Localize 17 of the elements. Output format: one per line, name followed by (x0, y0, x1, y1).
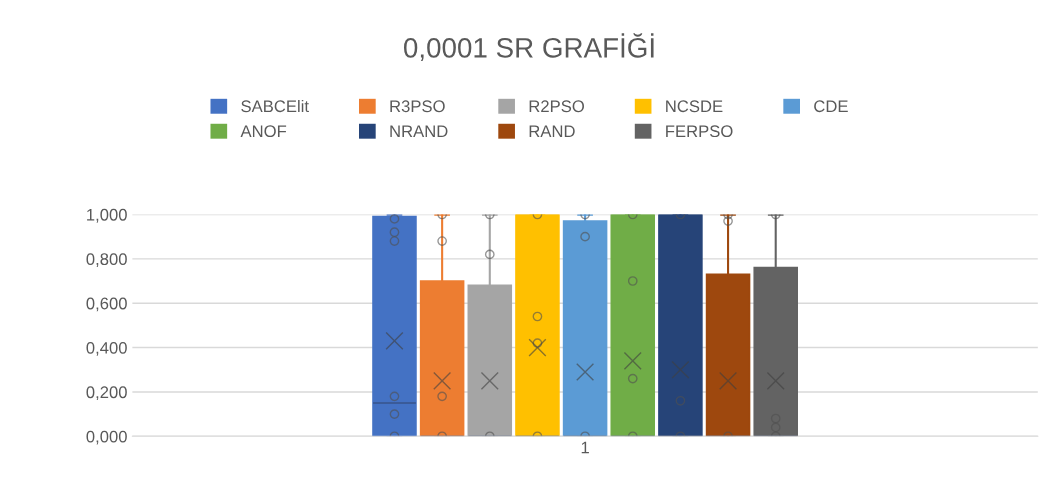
legend-label: NCSDE (666, 100, 723, 113)
legend-label: NRAND (390, 125, 448, 137)
x-tick-label: 1 (581, 441, 589, 454)
legend-label: FERPSO (666, 125, 733, 138)
y-tick-label: 0,400 (86, 341, 127, 356)
y-tick-label: 0,000 (86, 430, 127, 445)
y-tick-label: 0,200 (86, 386, 127, 401)
y-tick-label: 1,000 (87, 208, 127, 223)
y-tick-label: 0,800 (86, 253, 127, 267)
legend-label: R2PSO (529, 100, 584, 113)
legend-label: SABCElit (241, 99, 309, 113)
legend-label: R3PSO (390, 100, 445, 113)
y-tick-label: 0,600 (86, 297, 127, 312)
chart-title: 0,0001 SR GRAFİĞİ (404, 33, 654, 61)
legend-label: RAND (529, 125, 575, 137)
legend-label: CDE (814, 100, 848, 113)
legend-label: ANOF (240, 125, 287, 138)
